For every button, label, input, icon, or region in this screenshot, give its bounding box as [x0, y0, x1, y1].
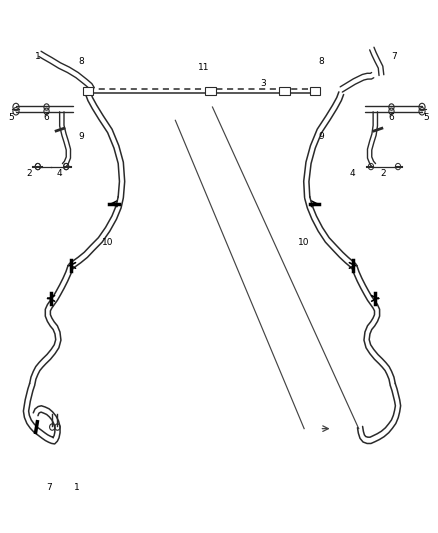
Text: 10: 10: [102, 238, 113, 247]
Text: 1: 1: [35, 52, 41, 61]
Text: 4: 4: [350, 169, 355, 178]
Text: 10: 10: [298, 238, 310, 247]
Text: 8: 8: [319, 58, 325, 66]
Text: 9: 9: [319, 132, 325, 141]
Bar: [83, 87, 93, 95]
Bar: [310, 87, 320, 95]
Text: 7: 7: [46, 482, 52, 491]
Bar: [205, 87, 215, 95]
Text: 11: 11: [198, 63, 209, 71]
Text: 2: 2: [26, 169, 32, 178]
Text: 6: 6: [389, 113, 394, 122]
Text: 2: 2: [380, 169, 385, 178]
Text: 4: 4: [57, 169, 63, 178]
Text: 5: 5: [424, 113, 429, 122]
Text: 6: 6: [44, 113, 49, 122]
Text: 3: 3: [260, 78, 265, 87]
Text: 5: 5: [9, 113, 14, 122]
Bar: [279, 87, 290, 95]
Text: 7: 7: [391, 52, 396, 61]
Text: 9: 9: [78, 132, 85, 141]
Text: 8: 8: [78, 58, 85, 66]
Text: 1: 1: [74, 482, 80, 491]
